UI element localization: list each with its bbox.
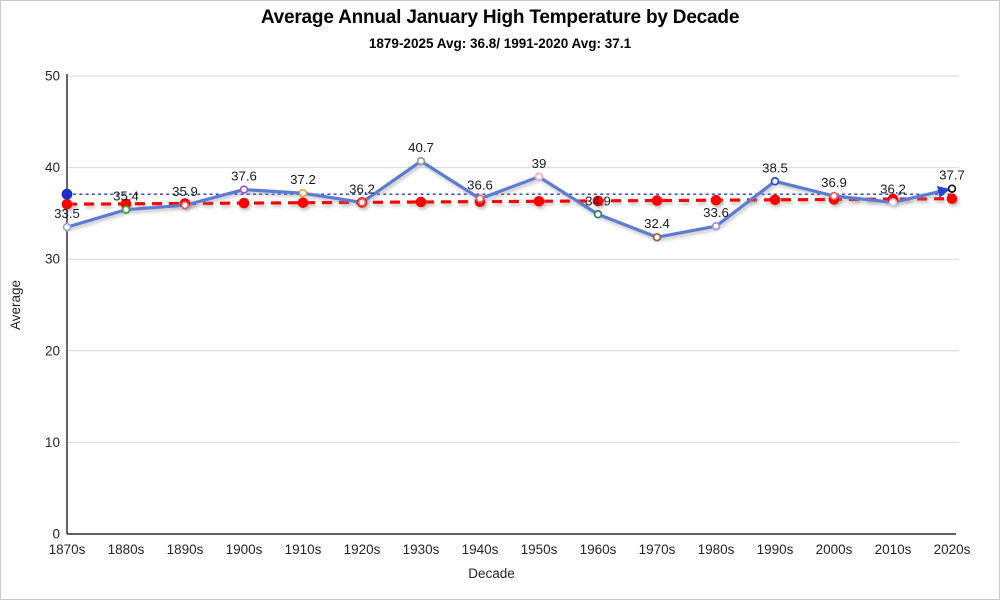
data-label: 36.2 [349,181,375,196]
y-tick-label: 0 [52,527,60,542]
x-tick-label: 1950s [521,542,558,557]
trend-marker [592,195,604,207]
trend-marker [651,195,663,206]
chart-subtitle: 1879-2025 Avg: 36.8/ 1991-2020 Avg: 37.1 [368,36,632,51]
data-point-marker [239,185,249,194]
data-point-marker [416,156,426,166]
chart-title: Average Annual January High Temperature … [260,7,740,28]
data-label: 37.2 [290,172,316,187]
trend-marker [710,194,722,206]
data-label: 36.6 [467,178,493,193]
x-tick-label: 1990s [757,542,794,557]
data-label: 39 [532,156,547,171]
x-tick-label: 1890s [167,542,204,557]
data-label: 32.4 [644,216,670,231]
trend-marker [769,194,781,206]
data-label: 38.5 [762,160,788,175]
trend-marker [297,197,309,209]
x-tick-label: 1960s [580,542,617,557]
data-label: 40.7 [408,140,434,155]
data-point-marker [593,210,603,219]
data-point-marker [652,232,662,242]
y-tick-label: 30 [45,252,60,267]
x-tick-label: 1930s [403,542,440,557]
x-tick-label: 1920s [344,542,381,557]
x-tick-label: 1870s [49,542,86,557]
x-tick-label: 1910s [285,542,322,557]
x-tick-label: 1940s [462,542,499,557]
data-point-marker [180,200,190,210]
line-arrowhead [937,186,951,198]
y-tick-label: 50 [45,69,60,84]
y-tick-label: 10 [45,435,60,450]
x-tick-label: 1880s [108,542,145,557]
data-point-marker [475,194,485,203]
trendline [66,197,957,206]
trend-marker [238,197,250,209]
trend-marker [533,196,545,207]
data-label: 33.6 [703,205,729,220]
data-label: 35.4 [113,189,139,204]
data-point-marker [121,205,131,214]
data-point-marker [298,188,308,198]
data-label: 37.6 [231,169,257,184]
data-point-marker [770,177,780,186]
x-tick-label: 1900s [226,542,263,557]
trend-marker [946,193,958,204]
data-point-marker [888,198,898,207]
y-tick-label: 20 [45,343,60,358]
trend-marker [61,198,73,210]
data-label: 36.9 [821,175,847,190]
data-point-marker [711,221,721,231]
x-tick-label: 2000s [816,542,853,557]
data-label: 36.2 [880,181,906,196]
y-axis-title: Average [8,280,23,330]
data-point-marker [62,222,72,232]
data-label: 37.7 [939,168,965,183]
data-point-marker [357,198,367,207]
trend-marker [415,196,427,208]
data-label: 34.9 [585,193,611,208]
data-label: 35.9 [172,184,198,199]
data-series-line [65,159,944,239]
reference-line-start-marker [61,188,73,200]
data-point-marker [829,191,839,201]
x-tick-label: 2010s [875,542,912,557]
data-label: 33.5 [54,206,80,221]
x-tick-label: 1980s [698,542,735,557]
x-tick-label: 2020s [934,542,971,557]
y-tick-label: 40 [45,160,60,175]
x-tick-label: 1970s [639,542,676,557]
x-axis-title: Decade [468,566,515,581]
data-point-marker [947,184,957,193]
data-point-marker [534,172,544,182]
